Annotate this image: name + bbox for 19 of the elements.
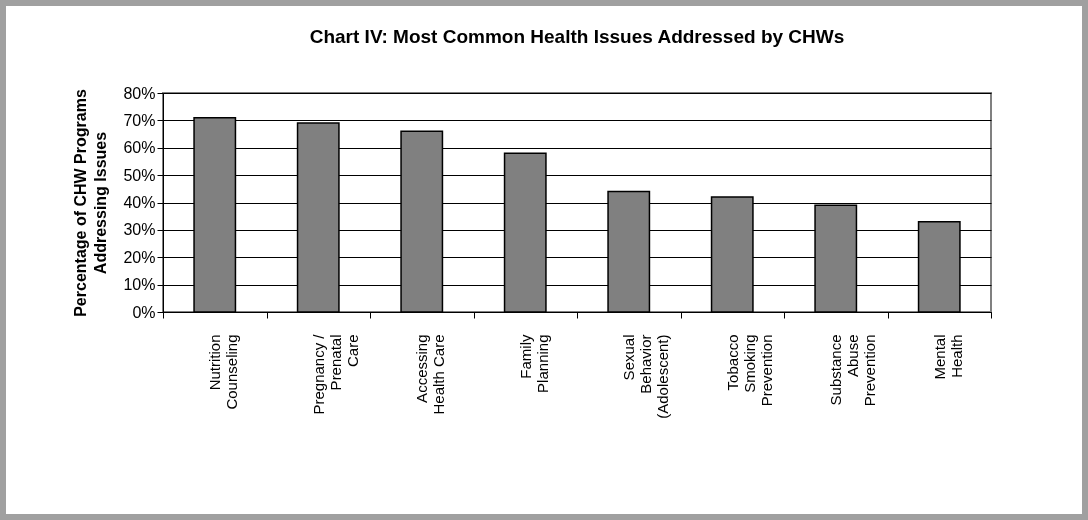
y-tick-label: 60%: [123, 139, 156, 157]
y-tick-label: 50%: [123, 166, 156, 184]
y-axis-title: Percentage of CHW Programs Addressing Issues: [72, 89, 110, 317]
x-tick-label: Tobacco Smoking Prevention: [723, 334, 775, 407]
x-tick-label: Mental Health: [930, 334, 965, 380]
x-tick-label: Nutrition Counseling: [206, 334, 241, 410]
x-tick-label: Accessing Health Care: [413, 334, 448, 415]
x-tick-label: Family Planning: [516, 334, 551, 393]
y-tick-label: 30%: [123, 221, 156, 239]
x-tick-label: Pregnancy / Prenatal Care: [309, 333, 361, 415]
chart-title: Chart IV: Most Common Health Issues Addressed by CHWs: [309, 26, 845, 47]
y-tick-label: 10%: [123, 276, 156, 294]
x-tick-label: Substance Abuse Prevention: [827, 334, 879, 407]
y-tick-label: 70%: [123, 111, 156, 129]
y-tick-label: 0%: [132, 303, 156, 321]
x-tick-label: Sexual Behavior (Adolescent): [620, 334, 672, 419]
y-tick-label: 80%: [123, 84, 156, 102]
y-tick-label: 20%: [123, 248, 156, 266]
y-tick-label: 40%: [123, 194, 156, 211]
